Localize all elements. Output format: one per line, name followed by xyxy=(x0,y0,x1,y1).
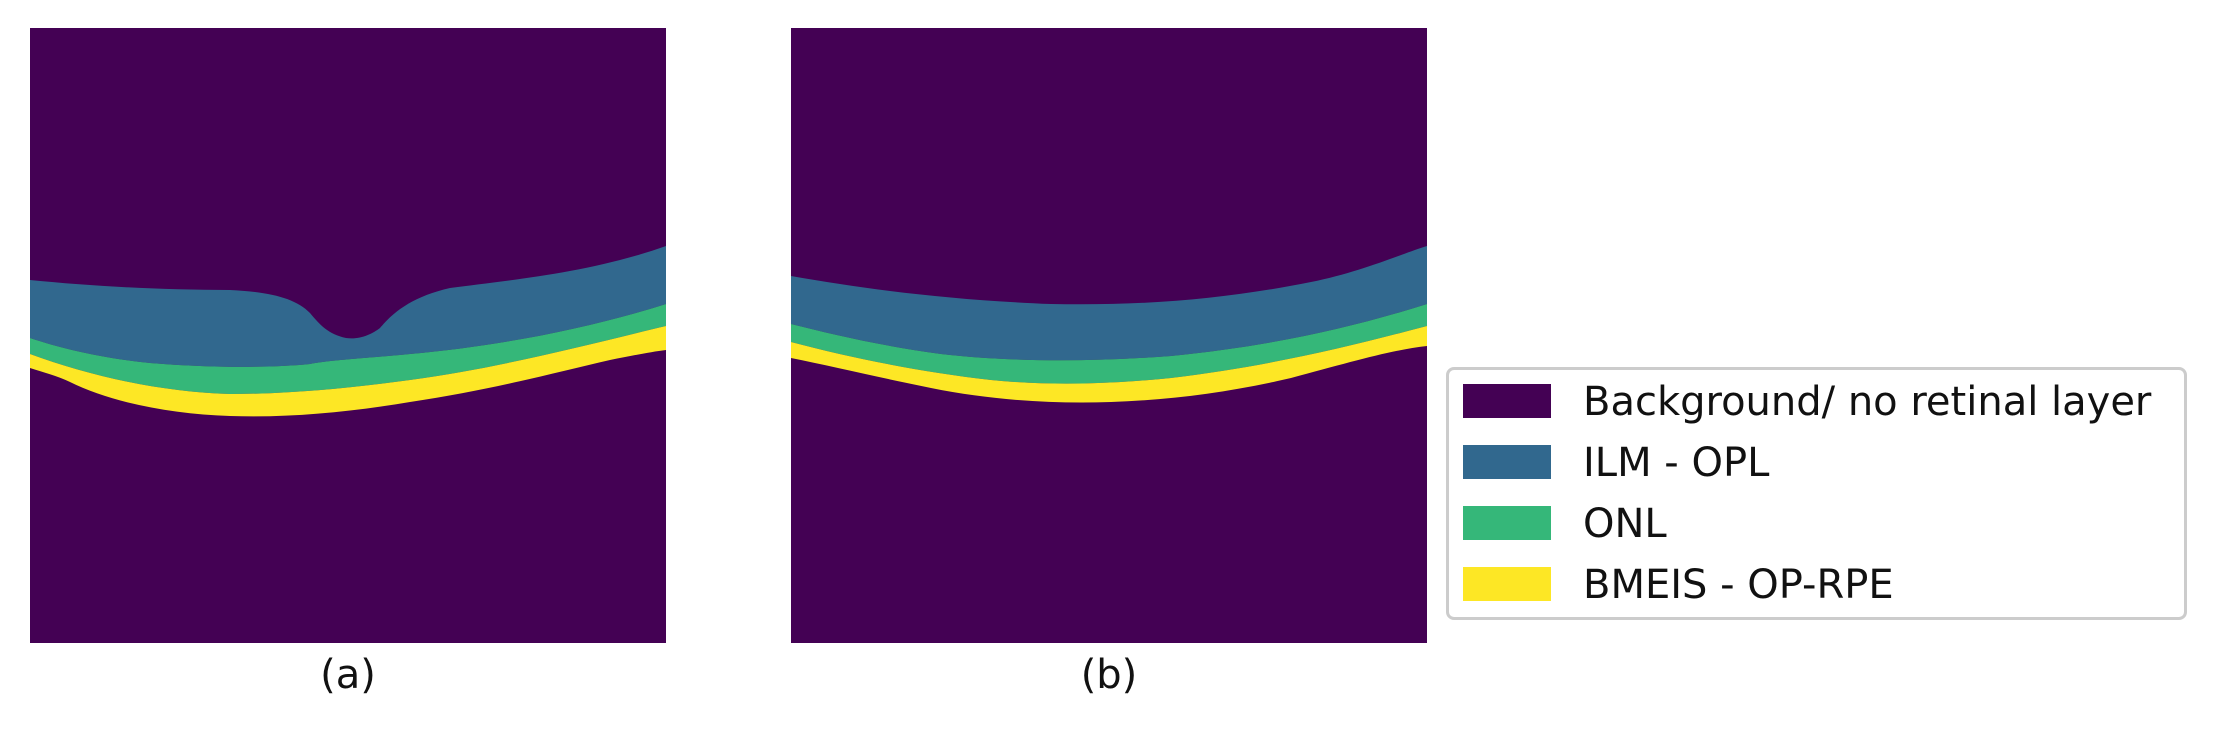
bmeis-op-rpe-layer xyxy=(30,326,666,417)
legend-label: BMEIS - OP-RPE xyxy=(1583,562,1894,608)
onl-layer xyxy=(791,304,1427,384)
legend: Background/ no retinal layer ILM - OPL O… xyxy=(1446,367,2187,620)
ilm-opl-layer xyxy=(791,246,1427,361)
caption-a: (a) xyxy=(320,652,376,698)
legend-label: ILM - OPL xyxy=(1583,440,1770,486)
segmentation-image-b xyxy=(791,28,1427,643)
segmentation-panel-b xyxy=(791,28,1427,643)
legend-swatch xyxy=(1463,384,1551,418)
segmentation-image-a xyxy=(30,28,666,643)
legend-swatch xyxy=(1463,567,1551,601)
legend-swatch xyxy=(1463,506,1551,540)
legend-label: Background/ no retinal layer xyxy=(1583,379,2152,425)
legend-label: ONL xyxy=(1583,501,1667,547)
onl-layer xyxy=(30,304,666,394)
segmentation-panel-a xyxy=(30,28,666,643)
bmeis-op-rpe-layer xyxy=(791,326,1427,403)
legend-swatch xyxy=(1463,445,1551,479)
caption-b: (b) xyxy=(1080,652,1138,698)
ilm-opl-layer xyxy=(30,246,666,367)
